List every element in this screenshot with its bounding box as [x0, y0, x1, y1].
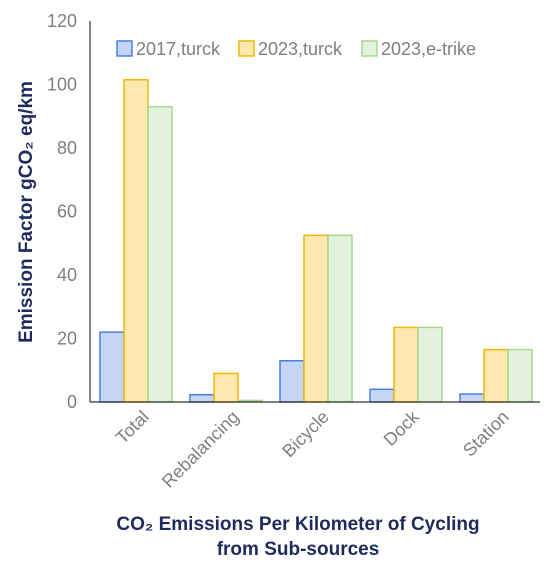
bar	[303, 234, 329, 403]
legend-swatch	[116, 40, 133, 57]
legend-label: 2023,turck	[258, 39, 343, 59]
category-label: Station	[459, 407, 513, 461]
y-tick-label: 0	[67, 392, 77, 412]
bar	[147, 105, 173, 403]
bar	[327, 234, 353, 403]
y-axis-ticks: 0 20 40 60 80 100 120	[47, 11, 77, 412]
legend-label: 2017,turck	[136, 39, 221, 59]
category-label: Bicycle	[278, 407, 332, 461]
y-tick-label: 60	[57, 202, 77, 222]
bar	[279, 359, 305, 403]
category-label: Total	[112, 407, 153, 448]
category-labels: Total Rebalancing Bicycle Dock Station	[112, 406, 513, 492]
category-label: Rebalancing	[158, 407, 243, 492]
legend: 2017,turck 2023,turck 2023,e-trike	[116, 39, 476, 59]
bar	[99, 331, 125, 403]
bar	[393, 326, 419, 403]
bar	[189, 393, 215, 403]
legend-label: 2023,e-trike	[381, 39, 476, 59]
axes	[89, 21, 540, 403]
bar	[123, 78, 149, 403]
bar	[483, 348, 509, 403]
bar	[459, 393, 485, 403]
bar	[417, 326, 443, 403]
bar	[213, 372, 239, 403]
y-tick-label: 100	[47, 75, 77, 95]
legend-swatch	[361, 40, 378, 57]
legend-swatch	[238, 40, 255, 57]
y-axis-title: Emission Factor gCO₂ eq/km	[16, 81, 37, 343]
y-tick-label: 80	[57, 138, 77, 158]
bar	[369, 388, 395, 403]
bar	[507, 348, 533, 403]
y-tick-label: 40	[57, 265, 77, 285]
y-tick-label: 20	[57, 329, 77, 349]
bars	[99, 78, 533, 403]
x-axis-title-line-1: CO₂ Emissions Per Kilometer of Cycling	[116, 514, 479, 535]
category-label: Dock	[380, 406, 424, 450]
x-axis-title-line-2: from Sub-sources	[217, 539, 380, 560]
y-tick-label: 120	[47, 11, 77, 31]
